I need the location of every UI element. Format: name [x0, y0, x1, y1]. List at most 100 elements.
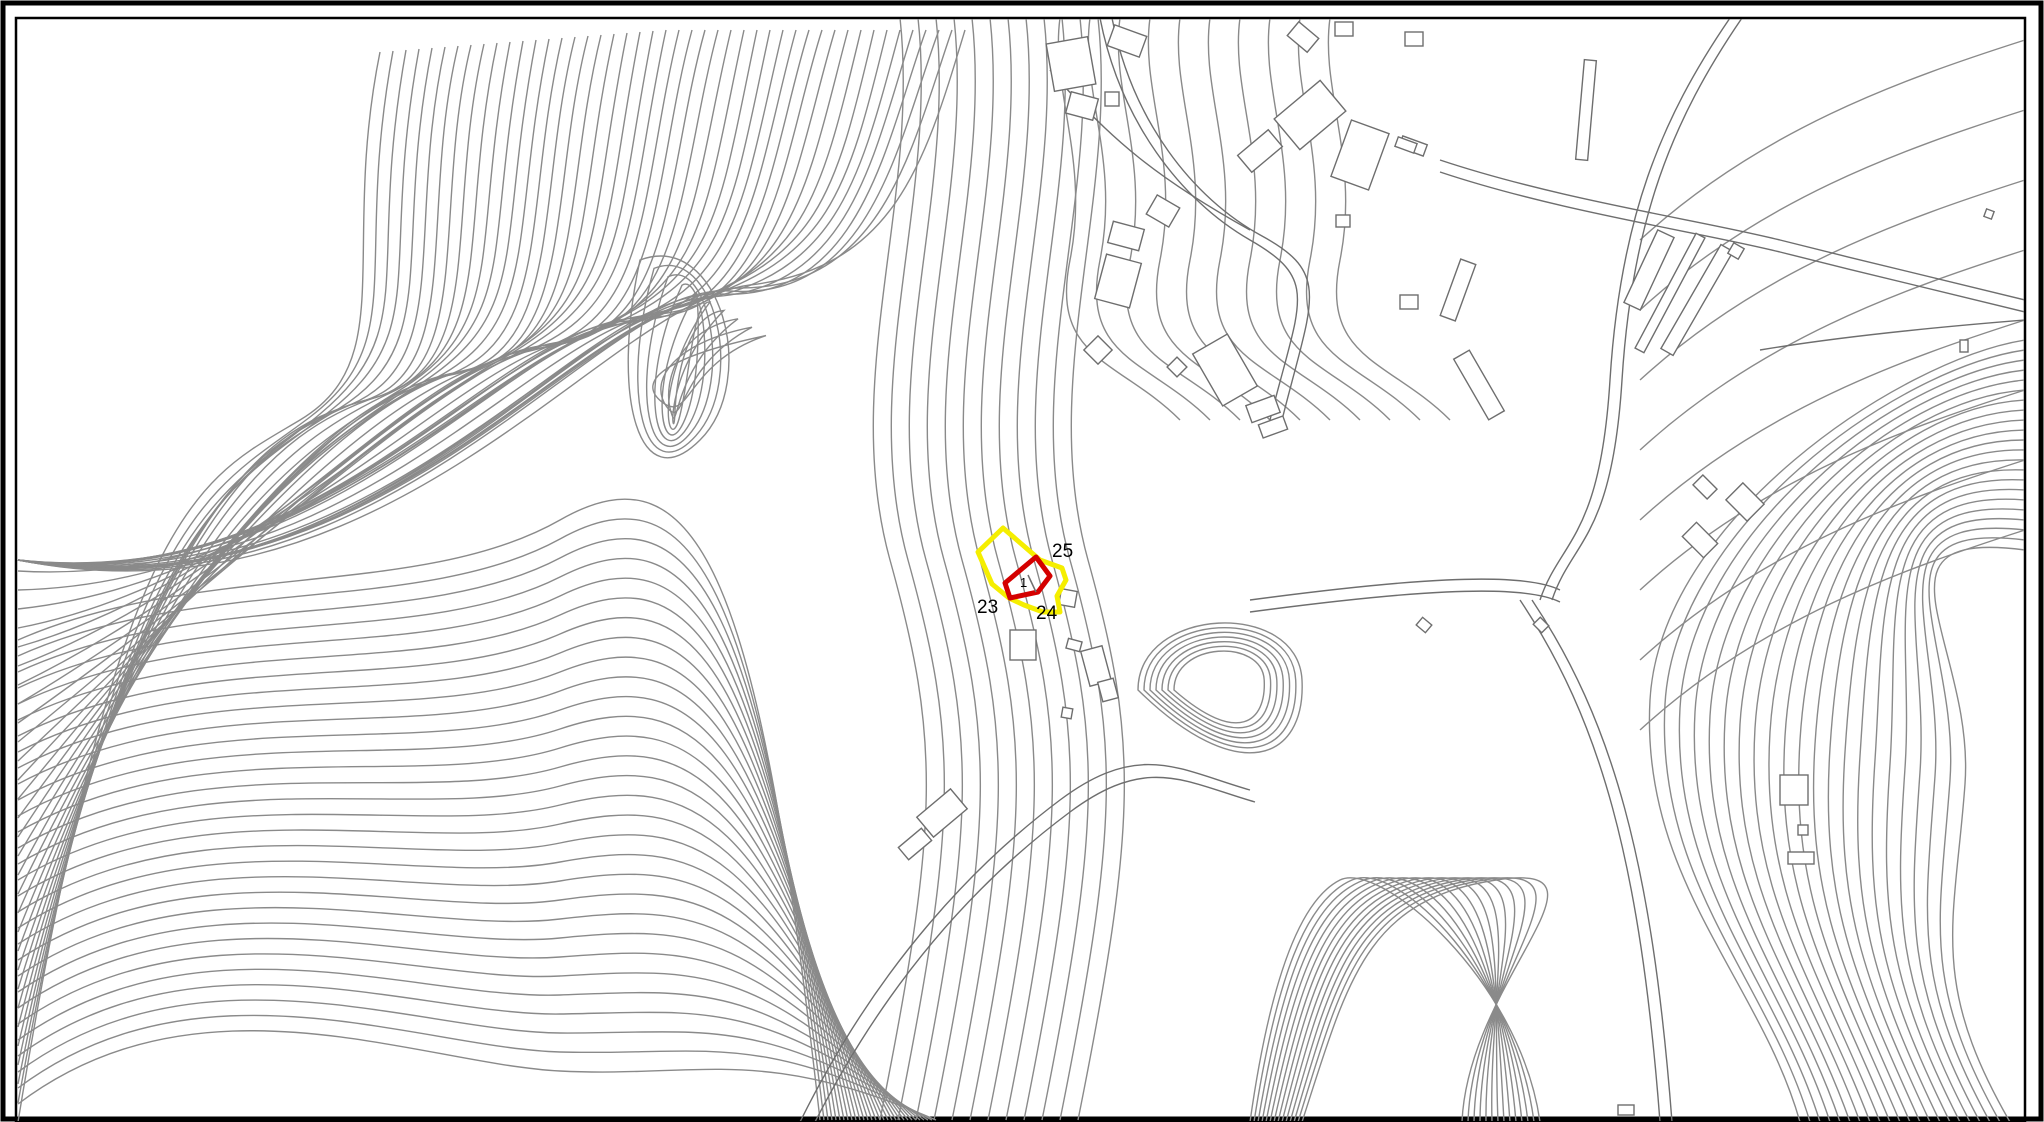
contour-south-24 — [17, 953, 917, 1121]
contour-central-2 — [908, 19, 963, 1121]
contour-knoll-0 — [627, 255, 730, 459]
contour-south-16 — [17, 814, 885, 1121]
contour-east-3 — [1693, 369, 2024, 1121]
contour-south-11 — [17, 715, 865, 1121]
road-segment-5 — [1439, 171, 2024, 313]
contour-south-5 — [17, 597, 841, 1121]
contour-north-6 — [1237, 19, 1361, 421]
road-segment-9 — [1249, 590, 1561, 613]
contour-west-39 — [17, 29, 888, 569]
contour-north-5 — [1207, 19, 1331, 421]
contour-lower-center-7 — [1277, 877, 1499, 1121]
building-5 — [1236, 128, 1284, 174]
contour-west-9 — [17, 42, 498, 952]
contour-west-14 — [17, 37, 563, 857]
contour-west-44 — [17, 29, 953, 571]
contour-oval-hill-2 — [1149, 631, 1291, 744]
contour-central-1 — [890, 19, 945, 1121]
contour-east-15 — [1871, 488, 2024, 1121]
contour-northeast-7 — [1639, 529, 2024, 731]
contour-knoll-3 — [654, 283, 706, 442]
building-23 — [1634, 232, 1706, 354]
building-10 — [1093, 253, 1143, 309]
road-segment-10 — [1519, 599, 1661, 1121]
contour-central-3 — [926, 19, 981, 1121]
contour-east-0 — [1648, 339, 2024, 1121]
parcel-label-1: 1 — [1020, 575, 1027, 590]
building-42 — [915, 787, 969, 839]
contour-central-5 — [962, 19, 1017, 1121]
building-44 — [1982, 207, 1996, 221]
roads — [799, 19, 2024, 1121]
contour-east-19 — [1921, 527, 2024, 1121]
contour-knoll-1 — [637, 265, 722, 453]
contour-south-17 — [17, 834, 889, 1121]
building-46 — [1404, 31, 1424, 47]
contour-oval-hill-6 — [1173, 650, 1265, 724]
contour-east-4 — [1708, 379, 2024, 1121]
building-38 — [1065, 637, 1083, 653]
contour-west-36 — [17, 29, 849, 567]
contour-south-29 — [17, 1030, 937, 1121]
contour-oval-hill-3 — [1155, 636, 1284, 739]
contour-west-7 — [17, 44, 472, 990]
building-41 — [1060, 706, 1074, 720]
contour-oval-hill-4 — [1161, 641, 1278, 734]
building-32 — [1779, 774, 1809, 806]
road-segment-11 — [1531, 599, 1673, 1121]
contour-northeast-0 — [1639, 39, 2024, 241]
contour-south-1 — [17, 518, 825, 1121]
building-13 — [1244, 394, 1282, 424]
building-31 — [1415, 616, 1433, 634]
contour-knoll-9 — [652, 334, 767, 408]
contour-west-24 — [17, 29, 693, 667]
building-36 — [1057, 587, 1079, 609]
building-1 — [1106, 23, 1148, 59]
contour-south-20 — [17, 891, 901, 1121]
contour-west-45 — [17, 29, 966, 572]
road-segment-6 — [1539, 19, 1731, 601]
contour-lower-center-10 — [1289, 877, 1516, 1121]
contour-west-34 — [17, 29, 823, 565]
contour-central-9 — [1034, 19, 1089, 1121]
road-segment-2 — [1099, 19, 1299, 421]
contour-west-20 — [17, 31, 641, 743]
building-17 — [1334, 21, 1354, 37]
contour-south-9 — [17, 676, 857, 1121]
contour-lower-center-9 — [1285, 877, 1507, 1121]
highlight-area-outline — [975, 525, 1069, 615]
contour-west-43 — [17, 29, 940, 570]
road-segment-0 — [799, 763, 1251, 1121]
contour-east-16 — [1885, 498, 2024, 1121]
parcel-label-24: 24 — [1036, 603, 1058, 624]
contour-northeast-4 — [1639, 319, 2024, 521]
contour-lower-center-13 — [1301, 877, 1549, 1121]
contour-south-22 — [17, 922, 909, 1121]
building-25 — [1726, 241, 1746, 261]
contour-east-17 — [1899, 508, 2024, 1121]
contour-east-20 — [1928, 537, 2024, 1121]
road-segment-4 — [1439, 159, 2024, 301]
contour-oval-hill-5 — [1167, 645, 1272, 729]
contour-east-11 — [1812, 449, 2024, 1121]
contour-north-8 — [1297, 19, 1421, 421]
contour-south-25 — [17, 968, 921, 1121]
contour-lower-center-4 — [1265, 877, 1517, 1121]
contour-west-41 — [17, 29, 914, 569]
contour-east-1 — [1663, 349, 2024, 1121]
contour-north-9 — [1327, 19, 1451, 421]
building-8 — [1145, 194, 1181, 228]
contour-northeast-5 — [1639, 389, 2024, 591]
contour-west-35 — [17, 29, 836, 566]
contour-central-4 — [944, 19, 999, 1121]
contour-south-4 — [17, 577, 837, 1121]
road-segment-3 — [1111, 19, 1311, 421]
building-20 — [1439, 258, 1477, 322]
contour-west-23 — [17, 29, 680, 686]
road-segment-12 — [1759, 319, 2024, 351]
contour-northeast-3 — [1639, 249, 2024, 451]
parcel-label-23: 23 — [977, 597, 998, 618]
